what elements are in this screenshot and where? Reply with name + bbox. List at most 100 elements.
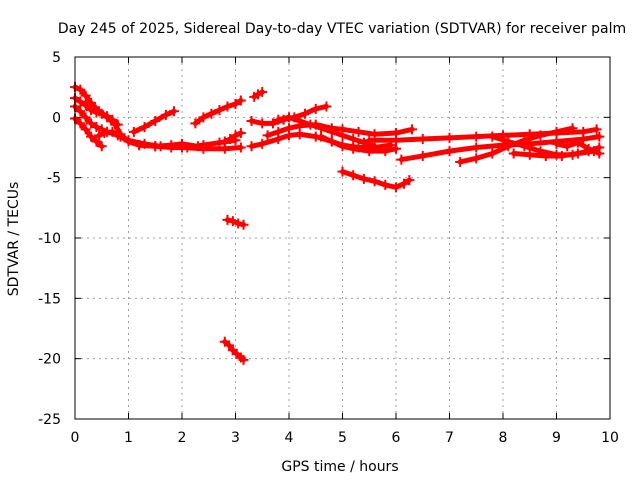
data-point-marker [214, 137, 225, 148]
data-point-marker [583, 143, 594, 154]
y-tick-label: 5 [52, 50, 61, 66]
data-point-marker [284, 112, 294, 123]
data-point-marker [391, 143, 401, 154]
data-point-marker [91, 107, 102, 118]
data-point-marker [257, 138, 268, 149]
data-point-marker [364, 135, 375, 146]
data-point-marker [284, 123, 294, 134]
x-tick-label: 0 [71, 430, 80, 446]
data-point-marker [305, 119, 316, 130]
data-point-marker [487, 148, 498, 159]
data-point-marker [444, 132, 455, 143]
x-tick-label: 9 [552, 430, 561, 446]
series-arc-8 [249, 86, 268, 102]
data-point-marker [150, 115, 161, 126]
data-point-marker [198, 143, 209, 154]
data-point-marker [96, 108, 107, 119]
data-point-marker [572, 148, 583, 159]
data-point-marker [562, 141, 573, 152]
data-point-marker [238, 219, 249, 230]
x-tick-label: 2 [178, 430, 187, 446]
data-point-marker [107, 114, 118, 125]
data-point-marker [86, 118, 97, 129]
data-point-marker [193, 141, 204, 152]
data-point-marker [369, 129, 380, 140]
data-point-marker [230, 99, 241, 110]
data-point-marker [107, 126, 118, 137]
series-arc-19 [396, 131, 605, 165]
data-point-marker [99, 128, 110, 139]
data-point-marker [139, 121, 150, 132]
x-axis-label: GPS time / hours [281, 459, 398, 475]
data-point-marker [535, 130, 546, 141]
data-point-marker [214, 105, 225, 116]
data-point-marker [198, 112, 209, 123]
data-point-marker [348, 143, 359, 154]
y-tick-label: -25 [38, 412, 61, 428]
x-tick-label: 1 [124, 430, 133, 446]
data-point-marker [399, 178, 410, 189]
data-point-marker [80, 124, 91, 135]
data-point-marker [128, 126, 139, 137]
y-tick-label: -10 [38, 231, 61, 247]
data-point-marker [150, 141, 161, 152]
data-point-marker [310, 103, 321, 114]
data-point-marker [168, 106, 179, 117]
data-point-marker [233, 218, 244, 229]
data-point-marker [391, 182, 401, 193]
series-arc-17 [337, 166, 415, 193]
data-point-marker [455, 156, 466, 167]
data-point-marker [230, 130, 241, 141]
x-tick-label: 3 [231, 430, 240, 446]
data-point-marker [380, 146, 391, 157]
data-point-marker [273, 126, 284, 137]
x-tick-label: 6 [392, 430, 401, 446]
data-point-marker [594, 148, 605, 159]
chart-title: Day 245 of 2025, Sidereal Day-to-day VTE… [58, 21, 626, 37]
data-point-marker [235, 128, 246, 139]
data-point-marker [316, 123, 327, 134]
data-point-marker [267, 118, 278, 129]
data-point-marker [364, 146, 375, 157]
data-point-marker [80, 100, 91, 111]
data-point-marker [407, 124, 418, 135]
data-point-marker [227, 216, 238, 227]
data-point-marker [112, 119, 123, 130]
data-point-marker [190, 118, 201, 129]
data-point-marker [91, 121, 102, 132]
data-point-marker [396, 154, 407, 165]
data-point-marker [508, 148, 519, 159]
y-tick-label: -20 [38, 352, 61, 368]
data-point-marker [246, 115, 257, 126]
data-point-marker [337, 166, 348, 177]
data-point-marker [337, 141, 348, 152]
data-point-marker [572, 137, 583, 148]
data-point-marker [404, 175, 415, 186]
data-point-marker [134, 140, 145, 151]
data-point-marker [294, 129, 305, 140]
data-point-marker [80, 112, 91, 123]
data-point-marker [348, 134, 359, 145]
series-line [275, 114, 378, 149]
data-point-marker [177, 138, 187, 149]
data-point-marker [225, 134, 236, 145]
data-point-marker [166, 140, 177, 151]
data-point-marker [369, 176, 380, 187]
series-arc-6 [128, 106, 179, 137]
data-point-marker [102, 111, 113, 122]
data-point-marker [348, 170, 359, 181]
x-tick-label: 10 [601, 430, 619, 446]
data-point-marker [326, 126, 337, 137]
y-axis-label: SDTVAR / TECUs [6, 182, 22, 297]
data-point-marker [556, 150, 567, 161]
data-point-marker [503, 136, 514, 147]
data-point-marker [519, 141, 530, 152]
series-arc-5 [94, 126, 204, 152]
data-point-marker [75, 106, 86, 117]
data-point-marker [337, 130, 348, 141]
data-point-marker [294, 115, 305, 126]
data-point-marker [444, 146, 455, 157]
data-point-marker [471, 153, 482, 164]
data-point-marker [316, 131, 327, 142]
tick-labels: 0 1 2 3 4 5 6 7 8 9 10 5 0 -5 -10 -15 -20 -25 [38, 50, 619, 446]
